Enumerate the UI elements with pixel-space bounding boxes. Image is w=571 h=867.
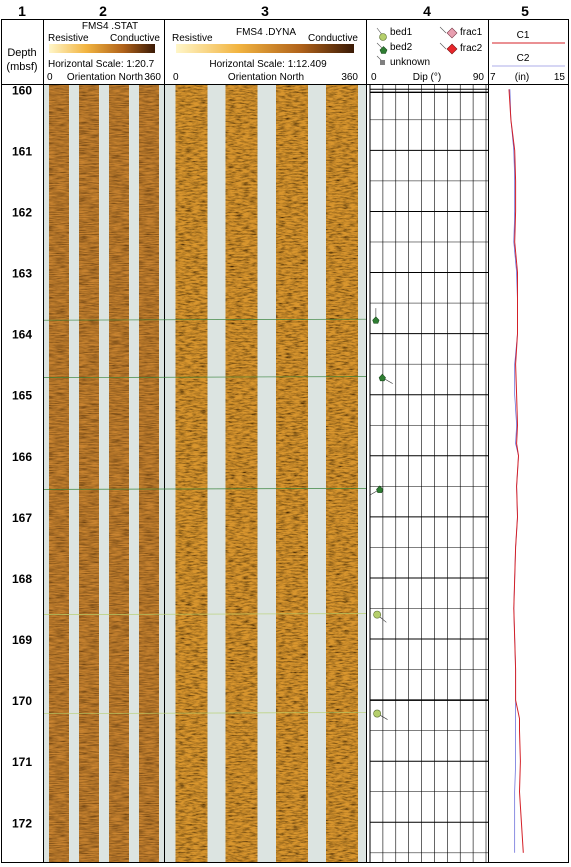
- dyna-title: FMS4 .DYNA: [236, 27, 296, 38]
- stat-orient-min: 0: [47, 72, 53, 83]
- dyna-conductive-label: Conductive: [308, 33, 358, 44]
- dip-axis-label: Dip (°): [413, 72, 441, 83]
- caliper-c2-label: C2: [517, 53, 530, 64]
- legend-bed1-symbol: [379, 33, 387, 41]
- image-pad-3: [109, 85, 129, 862]
- caliper-axis-max: 15: [554, 72, 566, 83]
- image-pad-4: [326, 85, 358, 862]
- depth-tick-167: 167: [12, 511, 32, 525]
- image-pad-2: [225, 85, 258, 862]
- dip-marker-3: [376, 485, 384, 493]
- legend-frac1-symbol: [446, 27, 458, 39]
- fms-stat-image-track: [44, 85, 164, 862]
- depth-tick-169: 169: [12, 633, 32, 647]
- caliper-c1-label: C1: [517, 30, 530, 41]
- column-number-1: 1: [18, 3, 26, 19]
- dyna-orient-min: 0: [173, 72, 179, 83]
- dip-trace-5: [43, 712, 367, 714]
- depth-tick-166: 166: [12, 450, 32, 464]
- caliper-axis-min: 7: [490, 72, 496, 83]
- depth-tick-171: 171: [12, 755, 32, 769]
- legend-unknown-label: unknown: [390, 57, 430, 68]
- legend-bed1-label: bed1: [390, 27, 413, 38]
- column-number-3: 3: [261, 3, 269, 19]
- dip-marker-2: [378, 373, 386, 382]
- dip-axis-min: 0: [371, 72, 377, 83]
- dip-markers: [43, 308, 393, 720]
- image-pad-4: [139, 85, 159, 862]
- depth-tick-165: 165: [12, 389, 32, 403]
- column-number-2: 2: [99, 3, 107, 19]
- image-pad-3: [276, 85, 308, 862]
- dip-trace-1: [43, 318, 367, 321]
- depth-tick-163: 163: [12, 267, 32, 281]
- caliper-c1-curve: [508, 89, 524, 853]
- caliper-axis-label: (in): [515, 72, 529, 83]
- stat-orient-max: 360: [144, 72, 161, 83]
- image-pad-1: [175, 85, 208, 862]
- depth-tick-172: 172: [12, 816, 32, 830]
- stat-title: FMS4 .STAT: [82, 21, 138, 32]
- image-pad-2: [79, 85, 99, 862]
- column-number-4: 4: [423, 3, 431, 19]
- depth-tick-160: 160: [12, 83, 32, 97]
- dyna-orient-max: 360: [341, 72, 358, 83]
- column-number-5: 5: [521, 3, 529, 19]
- dyna-orient-label: Orientation North: [228, 72, 304, 83]
- dip-marker-4: [373, 610, 382, 619]
- depth-tick-164: 164: [12, 328, 32, 342]
- legend-bed2-symbol: [379, 46, 388, 54]
- dip-axis-max: 90: [473, 72, 485, 83]
- stat-conductive-label: Conductive: [110, 33, 160, 44]
- depth-tick-161: 161: [12, 144, 32, 158]
- legend-bed2-label: bed2: [390, 42, 413, 53]
- legend-frac2-symbol: [446, 43, 458, 55]
- dyna-scale-text: Horizontal Scale: 1:12.409: [209, 59, 327, 70]
- depth-unit: (mbsf): [6, 61, 37, 73]
- dip-trace-2: [43, 376, 367, 378]
- legend-unknown-symbol: [380, 60, 385, 65]
- dip-grid: [369, 85, 488, 862]
- stat-orient-label: Orientation North: [67, 72, 143, 83]
- dyna-resistive-label: Resistive: [172, 33, 213, 44]
- caliper-curves: [508, 89, 524, 853]
- depth-tick-168: 168: [12, 572, 32, 586]
- dip-trace-3: [43, 488, 367, 490]
- dyna-color-scale: [176, 44, 354, 53]
- dip-marker-5: [373, 709, 382, 718]
- figure-frame: [1, 19, 569, 863]
- dip-legend: bed1 bed2 unknown frac1 frac2: [376, 26, 483, 68]
- depth-tick-170: 170: [12, 694, 32, 708]
- legend-frac1-label: frac1: [460, 27, 483, 38]
- fms-dyna-image-track: [165, 85, 366, 862]
- image-pad-1: [49, 85, 69, 862]
- depth-tick-162: 162: [12, 205, 32, 219]
- stat-color-scale: [49, 44, 155, 53]
- depth-title: Depth: [7, 47, 36, 59]
- stat-resistive-label: Resistive: [48, 33, 89, 44]
- stat-scale-text: Horizontal Scale: 1:20.7: [48, 59, 155, 70]
- depth-axis: 160 161 162 163 164 165 166 167 168 169 170 171 172: [12, 83, 32, 830]
- dip-marker-1: [372, 316, 380, 324]
- dip-trace-4: [43, 613, 367, 615]
- legend-frac2-label: frac2: [460, 43, 483, 54]
